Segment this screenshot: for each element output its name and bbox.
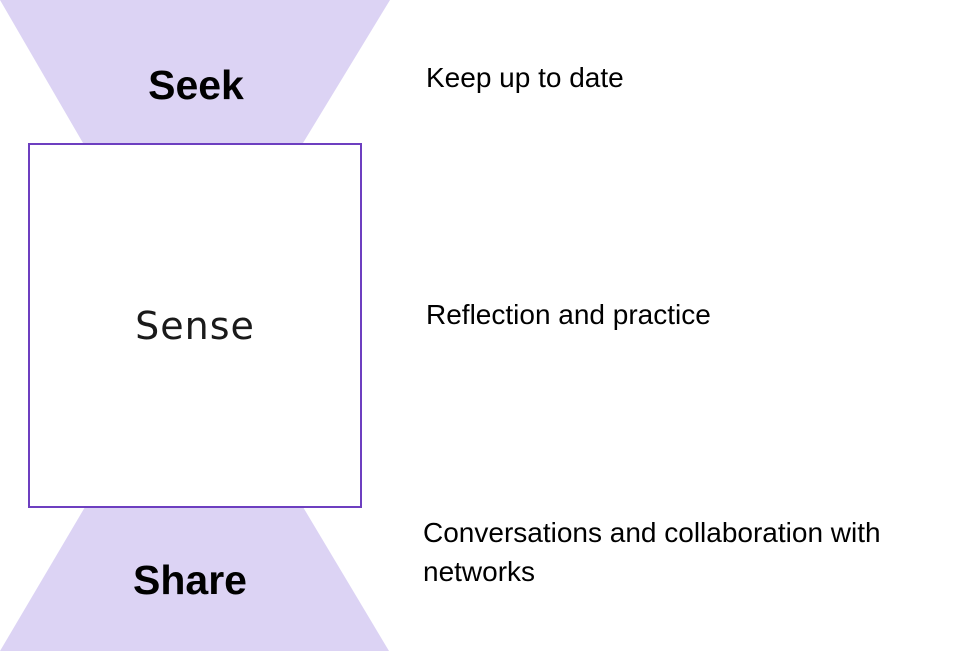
seek-trapezoid [0,0,390,143]
sense-description: Reflection and practice [426,299,711,330]
share-label: Share [133,557,247,603]
seek-label: Seek [148,62,244,108]
share-trapezoid [0,507,389,651]
sense-label: Sense [135,304,255,348]
seek-description: Keep up to date [426,62,624,93]
sense-square [28,143,362,508]
share-description: Conversations and collaboration with net… [423,517,881,587]
